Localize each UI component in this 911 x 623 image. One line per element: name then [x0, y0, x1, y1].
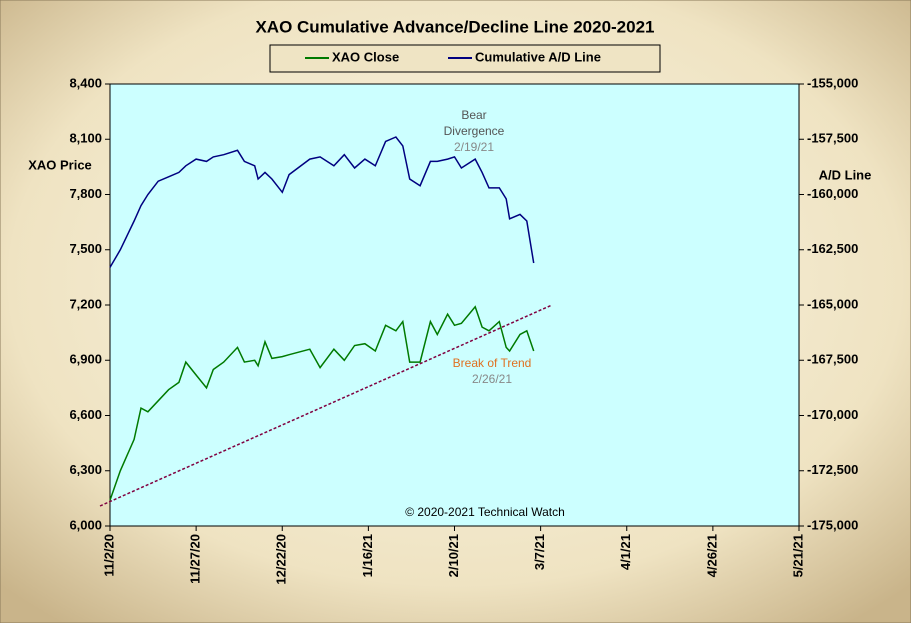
annotation: 2/26/21: [472, 372, 512, 386]
x-tick-label: 12/22/20: [274, 534, 289, 585]
x-tick-label: 11/27/20: [188, 534, 203, 584]
x-tick-label: 5/21/21: [790, 534, 805, 577]
series-line: [109, 136, 535, 268]
y-tick-label: 6,300: [69, 462, 102, 477]
annotation: Break of Trend: [453, 356, 532, 370]
y-tick-label: 6,600: [69, 407, 102, 422]
y2-tick-label: -165,000: [807, 296, 858, 311]
annotation: 2/19/21: [454, 140, 494, 154]
legend-label: XAO Close: [332, 49, 399, 64]
y2-axis-label: A/D Line: [819, 167, 872, 182]
y2-tick-label: -170,000: [807, 407, 858, 422]
y2-tick-label: -160,000: [807, 186, 858, 201]
annotation: Bear: [461, 108, 486, 122]
copyright: © 2020-2021 Technical Watch: [405, 505, 565, 519]
y2-tick-label: -175,000: [807, 517, 858, 532]
x-tick-label: 3/7/21: [532, 534, 547, 570]
y-axis-label: XAO Price: [28, 157, 92, 172]
y2-tick-label: -162,500: [807, 241, 858, 256]
legend-label: Cumulative A/D Line: [475, 49, 601, 64]
y-tick-label: 8,100: [69, 131, 102, 146]
x-tick-label: 4/26/21: [704, 534, 719, 577]
x-tick-label: 11/2/20: [101, 534, 116, 577]
y-tick-label: 8,400: [69, 75, 102, 90]
y-tick-label: 7,500: [69, 241, 102, 256]
y2-tick-label: -167,500: [807, 352, 858, 367]
y2-tick-label: -172,500: [807, 462, 858, 477]
y-tick-label: 6,000: [69, 517, 102, 532]
y-tick-label: 6,900: [69, 352, 102, 367]
series-line: [109, 305, 535, 501]
chart-title: XAO Cumulative Advance/Decline Line 2020…: [255, 17, 654, 36]
trend-line: [99, 304, 553, 507]
y2-tick-label: -155,000: [807, 75, 858, 90]
x-tick-label: 4/1/21: [618, 534, 633, 570]
y2-tick-label: -157,500: [807, 131, 858, 146]
x-tick-label: 2/10/21: [446, 534, 461, 577]
x-tick-label: 1/16/21: [360, 534, 375, 577]
y-tick-label: 7,200: [69, 296, 102, 311]
y-tick-label: 7,800: [69, 186, 102, 201]
annotation: Divergence: [444, 124, 505, 138]
